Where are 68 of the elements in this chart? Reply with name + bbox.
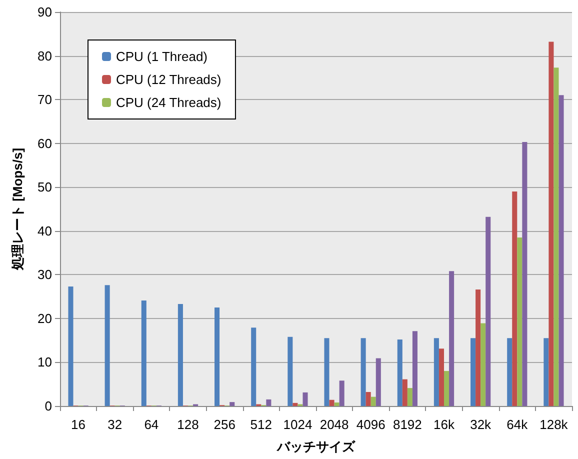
x-tick-label: 256 <box>214 417 236 432</box>
bar <box>288 336 293 406</box>
legend-label: CPU (12 Threads) <box>116 72 222 87</box>
bar <box>178 304 183 406</box>
bar <box>376 358 381 406</box>
bar <box>444 370 450 406</box>
x-tick-label: 16k <box>434 417 455 432</box>
bar <box>266 399 272 406</box>
bar <box>104 285 110 406</box>
x-tick-label: 1024 <box>283 417 312 432</box>
y-tick-label: 20 <box>38 310 52 326</box>
bar <box>554 68 559 406</box>
bar <box>486 216 491 406</box>
x-tick-label: 128 <box>177 417 199 432</box>
bar <box>292 402 298 406</box>
y-tick-label: 90 <box>38 4 52 20</box>
bar <box>548 42 554 406</box>
bar <box>360 338 366 406</box>
bar <box>507 338 512 406</box>
bar <box>470 338 476 406</box>
legend-label: CPU (24 Threads) <box>116 95 222 110</box>
y-tick-label: 70 <box>38 92 52 108</box>
x-tick-label: 2048 <box>320 417 349 432</box>
y-tick-label: 50 <box>38 180 52 195</box>
bar <box>402 379 408 406</box>
bar <box>438 348 444 406</box>
x-tick-label: 512 <box>250 417 272 432</box>
bar <box>141 300 146 406</box>
y-axis-title: 処理レート [Mops/s] <box>10 148 25 272</box>
bar <box>412 331 418 406</box>
x-tick-label: 8192 <box>392 417 422 432</box>
y-tick-label: 30 <box>38 267 52 282</box>
y-tick-label: 0 <box>44 398 52 414</box>
x-tick-label: 64 <box>144 417 159 432</box>
bar <box>339 380 344 406</box>
bar <box>522 142 528 406</box>
bar <box>329 400 334 406</box>
bar <box>517 237 522 406</box>
bar <box>68 286 74 406</box>
bar <box>370 396 376 406</box>
bar <box>366 392 371 406</box>
y-tick-label: 10 <box>38 354 52 370</box>
y-tick-label: 80 <box>38 48 52 64</box>
bar <box>449 271 454 406</box>
x-tick-label: 128k <box>540 417 568 432</box>
x-axis-title: バッチサイズ <box>276 439 356 454</box>
bar <box>512 191 518 406</box>
bar <box>544 338 549 406</box>
bar <box>434 338 439 406</box>
legend-label: CPU (1 Thread) <box>116 49 208 64</box>
x-tick-label: 64k <box>506 417 528 432</box>
bar <box>324 338 330 406</box>
bar <box>230 402 235 406</box>
y-tick-label: 40 <box>38 223 52 238</box>
y-tick-label: 60 <box>38 136 52 151</box>
x-tick-label: 32 <box>108 417 122 432</box>
bar <box>480 323 486 406</box>
bar <box>476 290 481 406</box>
x-tick-label: 32k <box>470 417 492 432</box>
bar <box>407 388 412 406</box>
bar <box>214 308 220 406</box>
x-tick-label: 16 <box>71 417 86 432</box>
bar <box>251 328 256 406</box>
bar <box>397 339 402 406</box>
bar <box>302 392 308 406</box>
bar <box>334 402 340 406</box>
x-tick-label: 4096 <box>356 417 386 432</box>
bar <box>558 95 564 406</box>
